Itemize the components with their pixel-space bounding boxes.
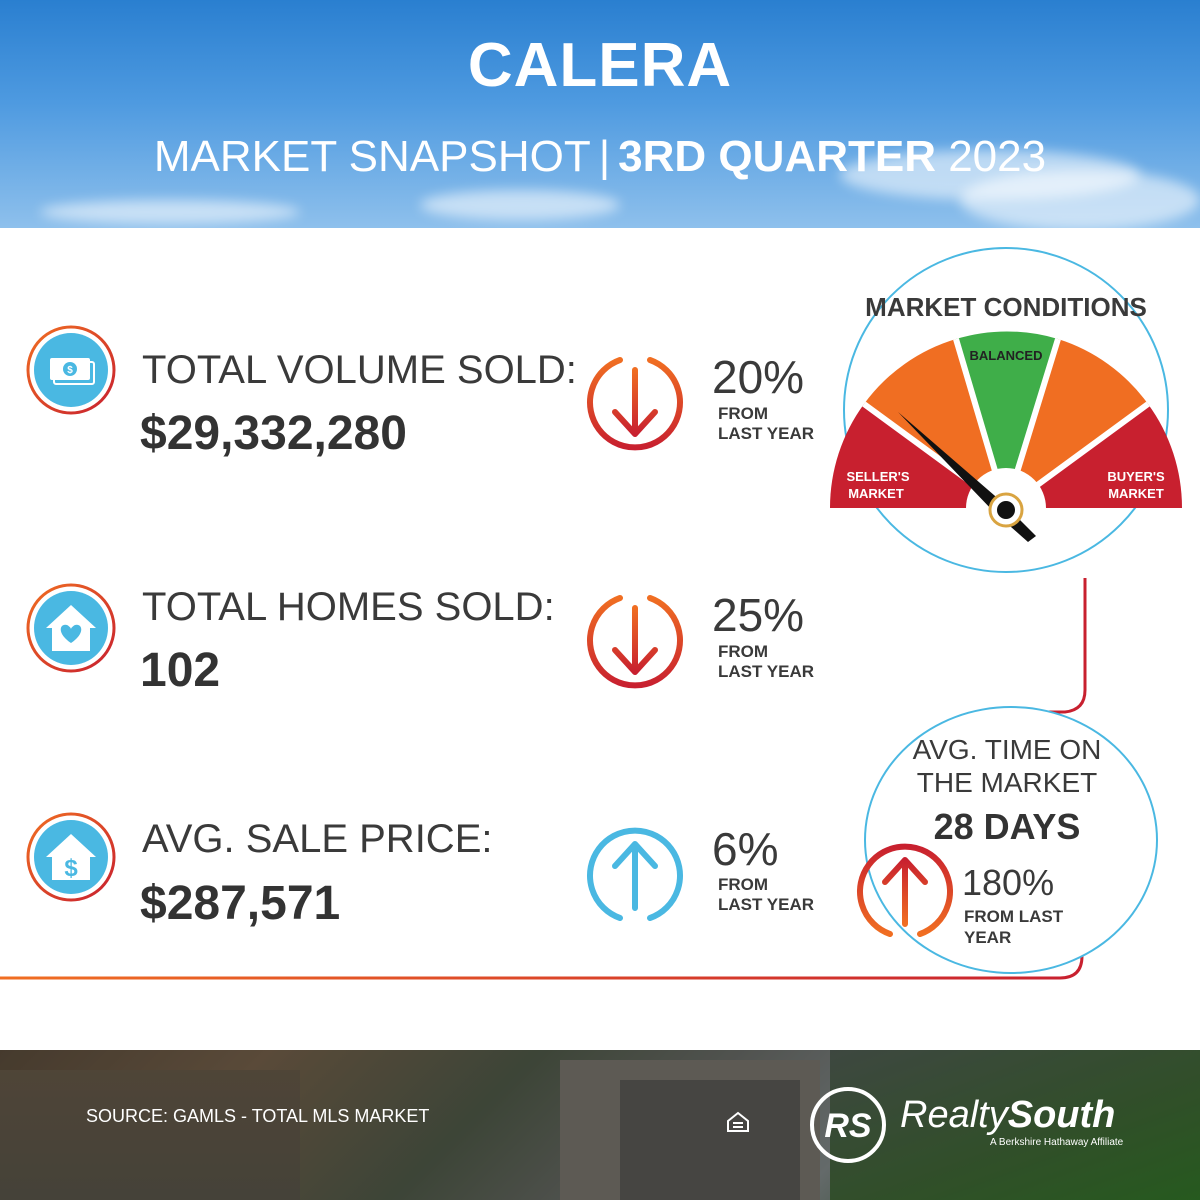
homes-change-from: FROM	[718, 642, 769, 661]
avg-time-from-line2: YEAR	[964, 928, 1012, 947]
gauge-buyer-label-2: MARKET	[1108, 486, 1164, 501]
brand-name-normal: Realty	[900, 1094, 1008, 1136]
volume-change-percent: 20%	[712, 351, 805, 403]
gauge-seller-label-2: MARKET	[848, 486, 904, 501]
realtysouth-logo-mark: RS	[810, 1087, 886, 1163]
equal-housing-icon	[727, 1111, 749, 1132]
avg-time-change-from: FROM LAST YEAR	[964, 906, 1074, 948]
gauge-buyer-segment	[1006, 404, 1182, 508]
subtitle-label: MARKET SNAPSHOT	[153, 132, 591, 181]
money-icon: $	[26, 325, 116, 415]
subtitle-year: 2023	[948, 132, 1047, 181]
gauge-buyer-orange-segment	[1006, 339, 1148, 508]
subtitle-separator: |	[598, 132, 611, 181]
total-homes-value: 102	[140, 644, 221, 697]
svg-text:RS: RS	[824, 1107, 872, 1145]
total-volume-value: $29,332,280	[140, 407, 407, 460]
gauge-seller-segment	[830, 404, 1006, 508]
gauge-seller-orange-segment	[864, 339, 1006, 508]
svg-text:$: $	[64, 855, 78, 882]
avg-time-days: 28 DAYS	[933, 806, 1081, 847]
gauge-balanced-segment	[956, 331, 1058, 508]
up-arrow-icon	[857, 843, 953, 937]
brand-tagline: A Berkshire Hathaway Affiliate	[990, 1137, 1124, 1148]
footer-photo	[0, 1050, 1200, 1200]
homes-change-percent: 25%	[712, 589, 805, 641]
down-arrow-icon	[587, 595, 683, 689]
market-conditions-title: MARKET CONDITIONS	[865, 292, 1147, 322]
brand-name: RealtySouth	[900, 1094, 1115, 1137]
svg-text:$: $	[67, 365, 73, 376]
volume-change-from: FROM	[718, 404, 769, 423]
price-change-percent: 6%	[712, 823, 779, 875]
house-dollar-icon: $	[26, 812, 116, 902]
avg-sale-price-label: AVG. SALE PRICE:	[142, 817, 493, 861]
volume-change-lastyear: LAST YEAR	[718, 424, 815, 443]
avg-time-label-2: THE MARKET	[916, 767, 1098, 798]
house-heart-icon	[26, 583, 116, 673]
avg-sale-price-value: $287,571	[140, 877, 341, 930]
gauge-seller-label: SELLER'S	[846, 469, 909, 484]
divider-line-3	[0, 944, 1084, 980]
down-arrow-icon	[587, 357, 683, 451]
source-note: SOURCE: GAMLS - TOTAL MLS MARKET	[86, 1106, 430, 1126]
header-banner: CALERA MARKET SNAPSHOT | 3RD QUARTER 2023	[0, 0, 1200, 228]
price-change-lastyear: LAST YEAR	[718, 895, 815, 914]
avg-time-from-line1: FROM LAST	[964, 907, 1064, 926]
brand-name-bold: South	[1007, 1094, 1116, 1136]
up-arrow-icon	[587, 827, 683, 921]
total-volume-label: TOTAL VOLUME SOLD:	[142, 348, 577, 392]
gauge-balanced-label: BALANCED	[970, 348, 1043, 363]
subtitle-quarter: 3RD QUARTER	[618, 132, 936, 181]
gauge-buyer-label: BUYER'S	[1107, 469, 1165, 484]
price-change-from: FROM	[718, 875, 769, 894]
avg-time-change-percent: 180%	[962, 862, 1055, 903]
page-subtitle: MARKET SNAPSHOT | 3RD QUARTER 2023	[0, 132, 1200, 182]
avg-time-circle	[864, 706, 1158, 974]
page-title: CALERA	[467, 31, 733, 100]
market-conditions-gauge: SELLER'S MARKET BALANCED BUYER'S MARKET	[830, 247, 1182, 573]
homes-change-lastyear: LAST YEAR	[718, 662, 815, 681]
total-homes-label: TOTAL HOMES SOLD:	[142, 585, 555, 629]
avg-time-label-1: AVG. TIME ON	[912, 734, 1102, 765]
